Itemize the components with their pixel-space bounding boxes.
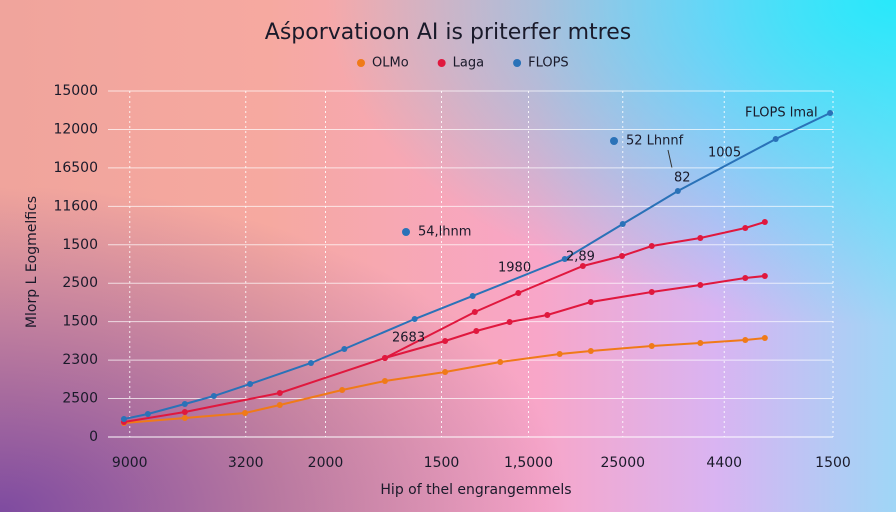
data-point	[648, 243, 655, 250]
series-line	[123, 221, 766, 423]
y-tick-label: 1500	[62, 237, 98, 253]
data-point	[247, 380, 254, 387]
data-point	[742, 274, 749, 281]
x-tick-label: 1500	[815, 455, 851, 471]
annotation: 82	[674, 171, 691, 186]
data-point	[648, 343, 655, 350]
data-point	[181, 415, 188, 422]
legend-label: OLMo	[372, 56, 409, 71]
data-point	[587, 347, 594, 354]
x-tick-label: 25000	[600, 455, 645, 471]
annotation-arrow	[667, 149, 673, 169]
data-point	[411, 316, 418, 323]
y-tick-label: 16500	[53, 160, 98, 176]
data-point	[497, 358, 504, 365]
x-tick-label: 1500	[424, 455, 460, 471]
data-point	[697, 281, 704, 288]
y-tick-label: 2500	[62, 391, 98, 407]
data-point	[210, 393, 217, 400]
data-point	[181, 409, 188, 416]
data-point	[473, 328, 480, 335]
x-tick-label: 1,5000	[504, 455, 553, 471]
data-point	[181, 401, 188, 408]
legend-marker	[513, 59, 522, 67]
annotation: 54,lhnm	[418, 225, 471, 240]
legend-marker	[437, 59, 446, 67]
data-point	[381, 354, 388, 361]
y-tick-label: 0	[89, 429, 98, 445]
annotation: FLOPS lmal	[745, 106, 818, 121]
data-point	[761, 335, 768, 342]
legend-marker	[357, 59, 365, 67]
data-point	[471, 309, 478, 316]
y-tick-label: 11600	[53, 198, 98, 214]
x-axis-label: Hip of thel engrangemmels	[380, 482, 571, 498]
annotation-dot	[402, 228, 410, 236]
data-point	[381, 377, 388, 384]
data-point	[742, 337, 749, 344]
data-point	[619, 253, 626, 260]
annotation: 1005	[708, 146, 741, 161]
annotation: 2,89	[566, 250, 595, 265]
chart-title: Aśporvatioon AI is priterfer mtres	[265, 20, 631, 45]
data-point	[827, 109, 834, 116]
data-point	[144, 411, 151, 418]
data-point	[506, 319, 513, 326]
data-point	[674, 187, 681, 194]
data-point	[276, 389, 283, 396]
y-tick-label: 12000	[53, 121, 98, 137]
series-line	[123, 112, 831, 420]
data-point	[242, 410, 249, 417]
data-point	[339, 386, 346, 393]
data-point	[341, 346, 348, 353]
y-axis-label: Mlorp L Eogmelfics	[24, 196, 40, 328]
annotation: 2683	[392, 331, 425, 346]
y-tick-label: 15000	[53, 83, 98, 99]
data-point	[561, 256, 568, 263]
data-point	[544, 312, 551, 319]
data-point	[619, 221, 626, 228]
data-point	[579, 262, 586, 269]
data-point	[587, 298, 594, 305]
data-point	[120, 416, 127, 423]
legend-label: Laga	[453, 56, 484, 71]
y-tick-label: 1500	[62, 314, 98, 330]
data-point	[556, 350, 563, 357]
x-tick-label: 2000	[308, 455, 344, 471]
data-point	[761, 219, 768, 226]
series-line	[384, 274, 765, 359]
data-point	[515, 289, 522, 296]
data-point	[442, 368, 449, 375]
data-point	[772, 136, 779, 143]
data-point	[469, 292, 476, 299]
data-point	[442, 338, 449, 345]
data-point	[697, 235, 704, 242]
x-tick-label: 9000	[112, 455, 148, 471]
series-line	[123, 337, 765, 425]
data-point	[761, 272, 768, 279]
annotation: 1980	[498, 261, 531, 276]
data-point	[308, 359, 314, 366]
x-tick-label: 3200	[228, 455, 264, 471]
data-point	[742, 225, 749, 232]
x-tick-label: 4400	[706, 455, 742, 471]
data-point	[648, 288, 655, 295]
annotation-dot	[610, 137, 618, 145]
y-tick-label: 2500	[62, 275, 98, 291]
annotation: 52 Lhnnf	[626, 134, 684, 149]
data-point	[276, 402, 283, 409]
data-point	[697, 340, 704, 347]
legend-label: FLOPS	[528, 56, 569, 71]
y-tick-label: 2300	[62, 352, 98, 368]
